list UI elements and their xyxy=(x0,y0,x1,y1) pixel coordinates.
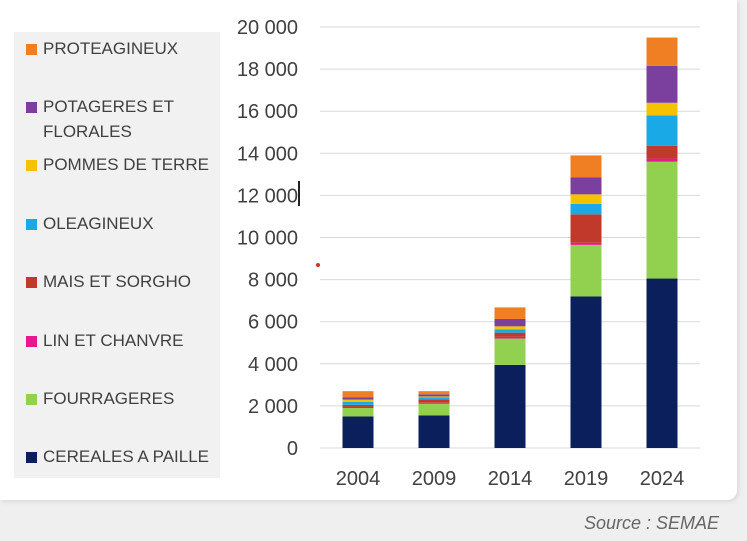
legend-swatch xyxy=(26,336,37,347)
legend-item-cereales-paille: CEREALES A PAILLE xyxy=(26,444,218,469)
bar-segment xyxy=(494,338,526,365)
chart-legend: PROTEAGINEUX POTAGERES ET FLORALES POMME… xyxy=(14,32,220,478)
bar-segment xyxy=(570,155,602,178)
bar-segment xyxy=(342,399,374,402)
y-tick-label: 16 000 xyxy=(237,101,298,123)
text-cursor-mark xyxy=(298,181,300,206)
x-tick-label: 2019 xyxy=(564,468,609,490)
legend-label: FOURRAGERES xyxy=(43,389,175,408)
bar-segment xyxy=(646,278,678,448)
legend-label: POMMES DE TERRE xyxy=(43,155,209,174)
bar-segment xyxy=(418,394,450,397)
bar-segment xyxy=(646,65,678,103)
bar-segment xyxy=(494,336,526,339)
bar-segment xyxy=(494,329,526,333)
y-tick-label: 6 000 xyxy=(248,312,298,334)
x-tick-label: 2004 xyxy=(336,468,381,490)
bar-segment xyxy=(342,401,374,405)
y-tick-label: 2 000 xyxy=(248,396,298,418)
legend-label: OLEAGINEUX xyxy=(43,214,154,233)
legend-item-potageres-florales: POTAGERES ET FLORALES xyxy=(26,94,218,144)
legend-swatch xyxy=(26,394,37,405)
legend-label: CEREALES A PAILLE xyxy=(43,447,209,466)
y-tick-label: 12 000 xyxy=(237,185,298,207)
bar-segment xyxy=(342,408,374,417)
legend-swatch xyxy=(26,44,37,55)
bar-segment xyxy=(418,396,450,398)
legend-item-proteagineux: PROTEAGINEUX xyxy=(26,36,218,61)
legend-swatch xyxy=(26,277,37,288)
bar-segment xyxy=(418,415,450,448)
legend-label: MAIS ET SORGHO xyxy=(43,272,191,291)
y-tick-label: 10 000 xyxy=(237,228,298,250)
bar-segment xyxy=(646,145,678,159)
bar-segment xyxy=(646,158,678,162)
legend-item-oleagineux: OLEAGINEUX xyxy=(26,211,218,236)
y-tick-label: 20 000 xyxy=(237,17,298,39)
bar-segment xyxy=(342,397,374,400)
stray-dot-mark xyxy=(316,263,320,267)
legend-item-lin-chanvre: LIN ET CHANVRE xyxy=(26,328,218,353)
x-tick-label: 2014 xyxy=(488,468,533,490)
bar-segment xyxy=(570,244,602,297)
bar-segment xyxy=(494,326,526,330)
bar-segment xyxy=(342,404,374,407)
bar-segment xyxy=(494,364,526,448)
bar-segment xyxy=(494,318,526,327)
bar-segment xyxy=(570,203,602,215)
bar-segment xyxy=(570,214,602,243)
source-note: Source : SEMAE xyxy=(583,513,719,533)
y-tick-label: 18 000 xyxy=(237,59,298,81)
y-tick-label: 4 000 xyxy=(248,354,298,376)
bar-segment xyxy=(570,242,602,245)
y-tick-label: 0 xyxy=(287,438,298,460)
x-tick-label: 2024 xyxy=(640,468,685,490)
x-tick-label: 2009 xyxy=(412,468,457,490)
bar-segment xyxy=(646,161,678,279)
bar-segment xyxy=(418,402,450,404)
legend-item-fourrageres: FOURRAGERES xyxy=(26,386,218,411)
legend-swatch xyxy=(26,102,37,113)
bar-segment xyxy=(494,332,526,337)
bar-segment xyxy=(418,391,450,395)
legend-swatch xyxy=(26,160,37,171)
bar-segment xyxy=(342,391,374,398)
bar-segment xyxy=(342,406,374,409)
bar-segment xyxy=(570,194,602,204)
legend-swatch xyxy=(26,452,37,463)
legend-swatch xyxy=(26,219,37,230)
bar-segment xyxy=(342,416,374,448)
y-tick-label: 14 000 xyxy=(237,143,298,165)
bar-segment xyxy=(418,397,450,400)
bar-segment xyxy=(646,102,678,116)
y-tick-label: 8 000 xyxy=(248,270,298,292)
bar-segment xyxy=(570,296,602,448)
legend-label: POTAGERES ET FLORALES xyxy=(43,97,174,141)
legend-label: PROTEAGINEUX xyxy=(43,39,179,58)
bar-segment xyxy=(418,403,450,416)
bar-segment xyxy=(646,115,678,146)
bar-segment xyxy=(646,37,678,66)
bar-segment xyxy=(418,399,450,403)
legend-label: LIN ET CHANVRE xyxy=(43,331,184,350)
legend-item-pommes-de-terre: POMMES DE TERRE xyxy=(26,152,218,177)
bar-segment xyxy=(494,307,526,319)
bar-segment xyxy=(570,177,602,195)
legend-item-mais-sorgho: MAIS ET SORGHO xyxy=(26,269,218,294)
